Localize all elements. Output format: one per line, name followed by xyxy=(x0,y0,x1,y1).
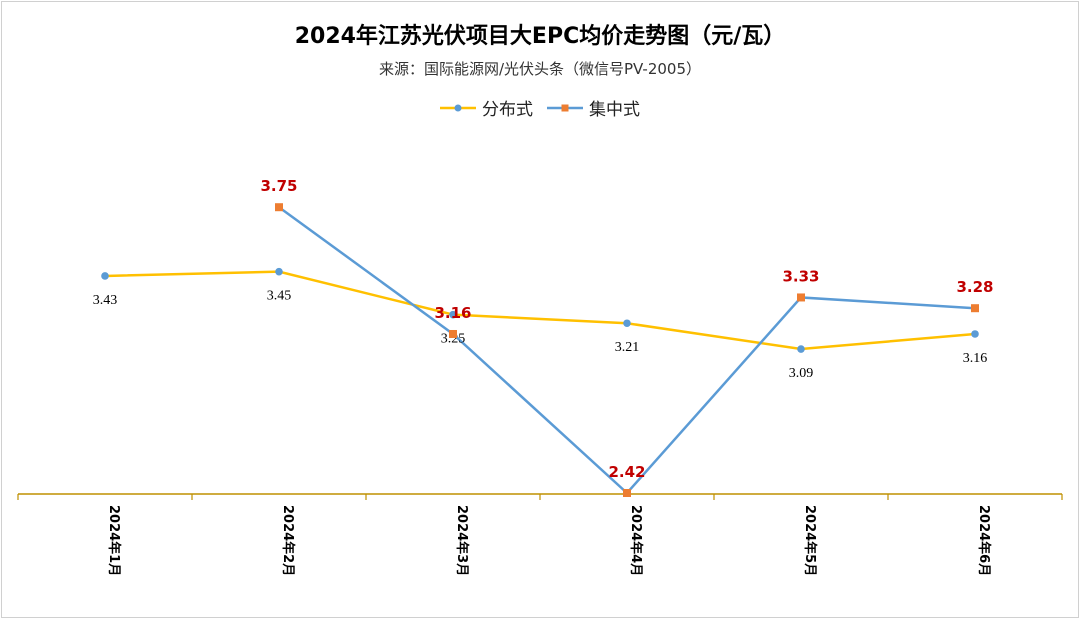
legend-label: 集中式 xyxy=(589,100,640,120)
x-tick-label: 2024年3月 xyxy=(454,505,470,576)
x-tick-label: 2024年6月 xyxy=(976,505,992,576)
data-point xyxy=(797,293,805,302)
chart-title: 2024年江苏光伏项目大EPC均价走势图（元/瓦） xyxy=(294,24,786,49)
data-label: 3.28 xyxy=(956,278,993,296)
series-line-0 xyxy=(104,270,976,351)
chart-subtitle: 来源：国际能源网/光伏头条（微信号PV-2005） xyxy=(378,60,702,78)
data-label: 3.25 xyxy=(441,332,466,347)
data-point xyxy=(623,489,631,497)
legend-marker-distributed-icon xyxy=(440,104,476,111)
data-point xyxy=(623,319,631,328)
data-label: 3.75 xyxy=(260,177,297,195)
data-label: 3.45 xyxy=(267,289,292,304)
data-point xyxy=(971,304,979,313)
data-label: 3.21 xyxy=(615,340,640,355)
data-label: 2.42 xyxy=(608,463,645,481)
data-label: 3.16 xyxy=(434,304,471,322)
x-tick-label: 2024年4月 xyxy=(628,505,644,576)
legend-marker-centralized-icon xyxy=(547,104,583,111)
x-tick-label: 2024年1月 xyxy=(106,505,122,576)
data-label: 3.16 xyxy=(963,351,988,366)
data-label: 3.09 xyxy=(789,366,814,381)
legend-label: 分布式 xyxy=(482,100,533,120)
legend-item-distributed: 分布式 xyxy=(440,95,533,120)
x-tick-label: 2024年5月 xyxy=(802,505,818,576)
data-point xyxy=(449,329,457,338)
x-tick-label: 2024年2月 xyxy=(280,505,296,576)
data-point xyxy=(275,203,283,212)
data-point xyxy=(449,310,457,319)
data-label: 3.33 xyxy=(782,267,819,285)
legend: 分布式 集中式 xyxy=(0,95,1080,120)
data-point xyxy=(101,272,109,280)
data-point xyxy=(275,267,283,276)
data-label: 3.43 xyxy=(93,293,118,308)
data-point xyxy=(797,345,805,353)
data-point xyxy=(971,330,979,338)
legend-item-centralized: 集中式 xyxy=(547,95,640,120)
